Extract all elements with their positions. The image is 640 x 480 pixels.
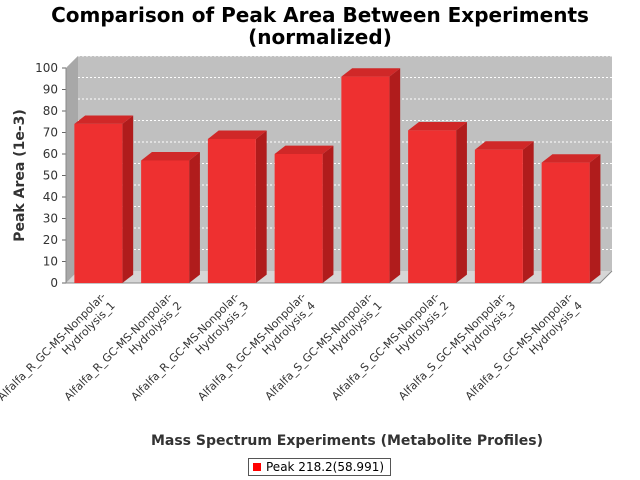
y-tick-label: 50 xyxy=(43,169,58,183)
bar-top xyxy=(141,152,200,161)
bar-top xyxy=(474,141,534,150)
bar-top xyxy=(408,121,467,131)
bar xyxy=(74,123,123,284)
x-axis-label: Mass Spectrum Experiments (Metabolite Pr… xyxy=(151,433,543,449)
bar-top xyxy=(207,130,267,139)
bar-top xyxy=(74,115,134,124)
y-axis-label: Peak Area (1e-3) xyxy=(12,109,28,242)
chart-title: Comparison of Peak Area Between Experime… xyxy=(51,3,589,27)
y-tick-label: 100 xyxy=(35,61,58,75)
bar xyxy=(141,160,190,283)
legend-swatch xyxy=(253,463,261,471)
bar xyxy=(408,130,457,283)
y-tick-label: 80 xyxy=(43,104,58,118)
y-tick-label: 40 xyxy=(43,190,58,204)
bar-side xyxy=(255,130,267,283)
bar xyxy=(341,76,390,283)
bar-side xyxy=(122,115,134,283)
bar xyxy=(207,138,256,283)
bar-side xyxy=(456,121,467,283)
chart-subtitle: (normalized) xyxy=(248,25,392,49)
legend: Peak 218.2(58.991) xyxy=(248,458,392,476)
bar-side xyxy=(589,154,601,283)
x-tick-label-line: Alfalfa_R_GC-MS-Nonpolar- xyxy=(0,290,109,403)
y-tick-label: 20 xyxy=(43,233,58,247)
y-tick-label: 10 xyxy=(43,255,58,269)
bar xyxy=(474,149,523,283)
bar xyxy=(541,162,590,283)
bar-side xyxy=(389,68,401,283)
bar-top xyxy=(541,154,601,163)
y-tick-label: 70 xyxy=(43,126,58,140)
bar-side xyxy=(189,152,200,283)
bar xyxy=(274,154,323,283)
y-tick-label: 60 xyxy=(43,147,58,161)
bar-top xyxy=(341,68,401,77)
bar-side xyxy=(522,141,534,283)
legend-label: Peak 218.2(58.991) xyxy=(266,460,385,474)
bar-top xyxy=(274,145,334,154)
bar-side xyxy=(322,145,334,283)
x-tick-label: Alfalfa_R_GC-MS-Nonpolar-Hydrolysis_1 xyxy=(0,290,118,413)
y-tick-label: 30 xyxy=(43,212,58,226)
y-tick-label: 0 xyxy=(50,276,58,290)
y-tick-label: 90 xyxy=(43,83,58,97)
